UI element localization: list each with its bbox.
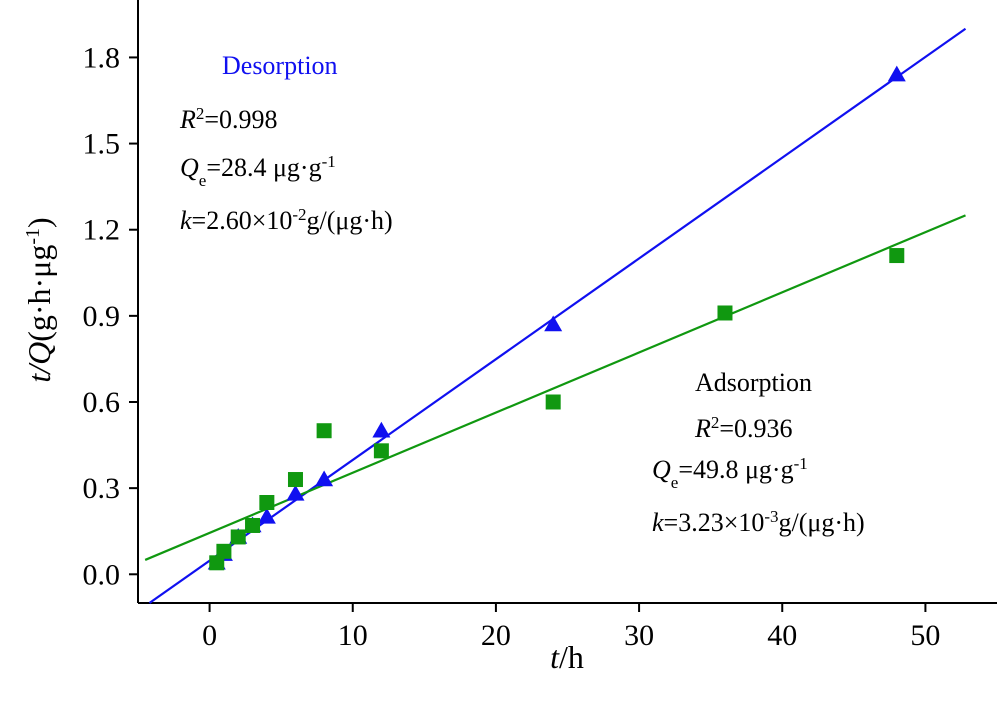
x-axis-label: t/h — [550, 639, 584, 675]
adsorption-point — [545, 394, 561, 410]
x-tick-label: 10 — [338, 619, 368, 652]
y-tick-label: 1.5 — [83, 128, 121, 161]
desorption-point — [286, 484, 305, 501]
desorption-point — [372, 421, 391, 438]
desorption-point — [315, 470, 334, 487]
adsorption-point — [316, 423, 332, 439]
adsorption-point — [216, 543, 232, 559]
y-axis-label: t/Q(g·h·μg-1) — [21, 217, 57, 382]
y-tick-label: 0.3 — [83, 472, 121, 505]
desorption-fit-line — [148, 27, 967, 604]
adsorption-point — [245, 517, 261, 533]
desorption-annotation: Desorption R2=0.998 Qe=28.4 μg·g-1 k=2.6… — [179, 51, 393, 235]
y-tick-label: 1.2 — [83, 214, 121, 247]
desorption-point — [887, 65, 906, 82]
adsorption-r2: R2=0.936 — [694, 413, 793, 444]
x-tick-label: 50 — [910, 619, 940, 652]
y-tick-label: 0.6 — [83, 386, 121, 419]
adsorption-point — [209, 555, 225, 571]
y-tick-label: 0.0 — [83, 558, 121, 591]
desorption-qe: Qe=28.4 μg·g-1 — [180, 152, 336, 190]
adsorption-point — [717, 305, 733, 321]
adsorption-title: Adsorption — [695, 368, 812, 397]
y-tick-label: 1.8 — [83, 41, 121, 74]
x-tick-label: 0 — [202, 619, 217, 652]
desorption-point — [544, 315, 563, 332]
adsorption-annotation: Adsorption R2=0.936 Qe=49.8 μg·g-1 k=3.2… — [652, 368, 865, 537]
fit-lines — [144, 27, 967, 604]
x-tick-label: 40 — [767, 619, 797, 652]
adsorption-point — [287, 472, 303, 488]
x-tick-label: 30 — [624, 619, 654, 652]
desorption-point — [257, 507, 276, 524]
adsorption-point — [373, 443, 389, 459]
markers — [207, 65, 906, 571]
y-tick-label: 0.9 — [83, 300, 121, 333]
adsorption-fit-line — [144, 214, 966, 561]
adsorption-k: k=3.23×10-3g/(μg·h) — [652, 507, 865, 538]
adsorption-point — [230, 529, 246, 545]
desorption-k: k=2.60×10-2g/(μg·h) — [180, 205, 393, 236]
x-tick-label: 20 — [481, 619, 511, 652]
desorption-r2: R2=0.998 — [179, 104, 278, 135]
adsorption-point — [259, 495, 275, 510]
desorption-title: Desorption — [222, 51, 338, 80]
adsorption-qe: Qe=49.8 μg·g-1 — [652, 454, 808, 492]
adsorption-point — [889, 248, 905, 264]
ticks: 0 10 20 30 40 50 0.0 0.3 0.6 0.9 1.2 1.5 1.8 — [83, 41, 941, 652]
